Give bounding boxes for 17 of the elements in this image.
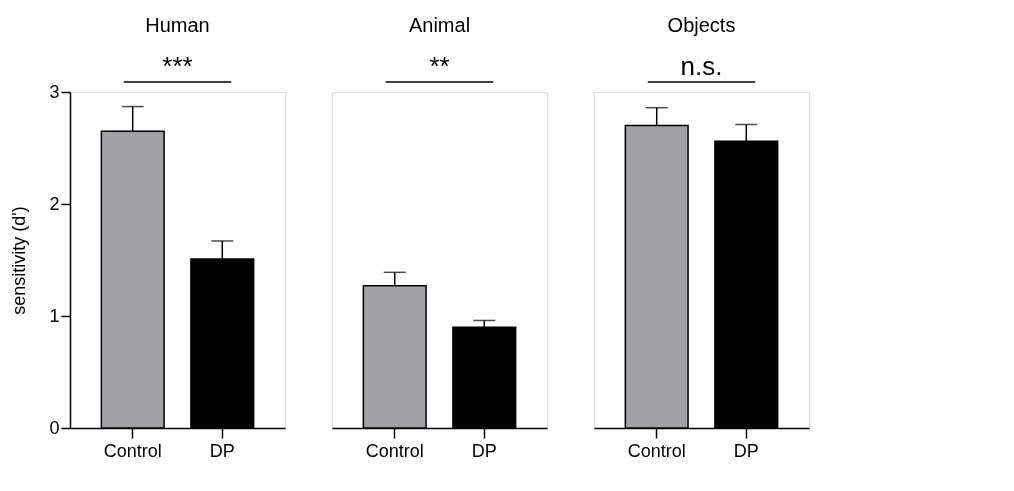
- y-tick-label: 0: [49, 417, 60, 438]
- x-tick-label: DP: [733, 440, 759, 461]
- y-axis-title: sensitivity (d'): [9, 206, 30, 315]
- x-tick-label: Control: [103, 440, 162, 461]
- y-tick-label: 2: [49, 193, 60, 214]
- x-tick-label: DP: [209, 440, 235, 461]
- x-tick-label: Control: [365, 440, 424, 461]
- y-tick-label: 3: [49, 81, 60, 102]
- chart-title: Human: [145, 14, 210, 36]
- chart-title: Animal: [408, 14, 471, 36]
- chart-title: Objects: [667, 14, 736, 36]
- x-tick-label: DP: [471, 440, 497, 461]
- x-tick-label: Control: [627, 440, 686, 461]
- text: **: [429, 51, 450, 81]
- text: n.s.: [680, 51, 723, 81]
- y-tick-label: 1: [49, 305, 60, 326]
- text: ***: [162, 51, 193, 81]
